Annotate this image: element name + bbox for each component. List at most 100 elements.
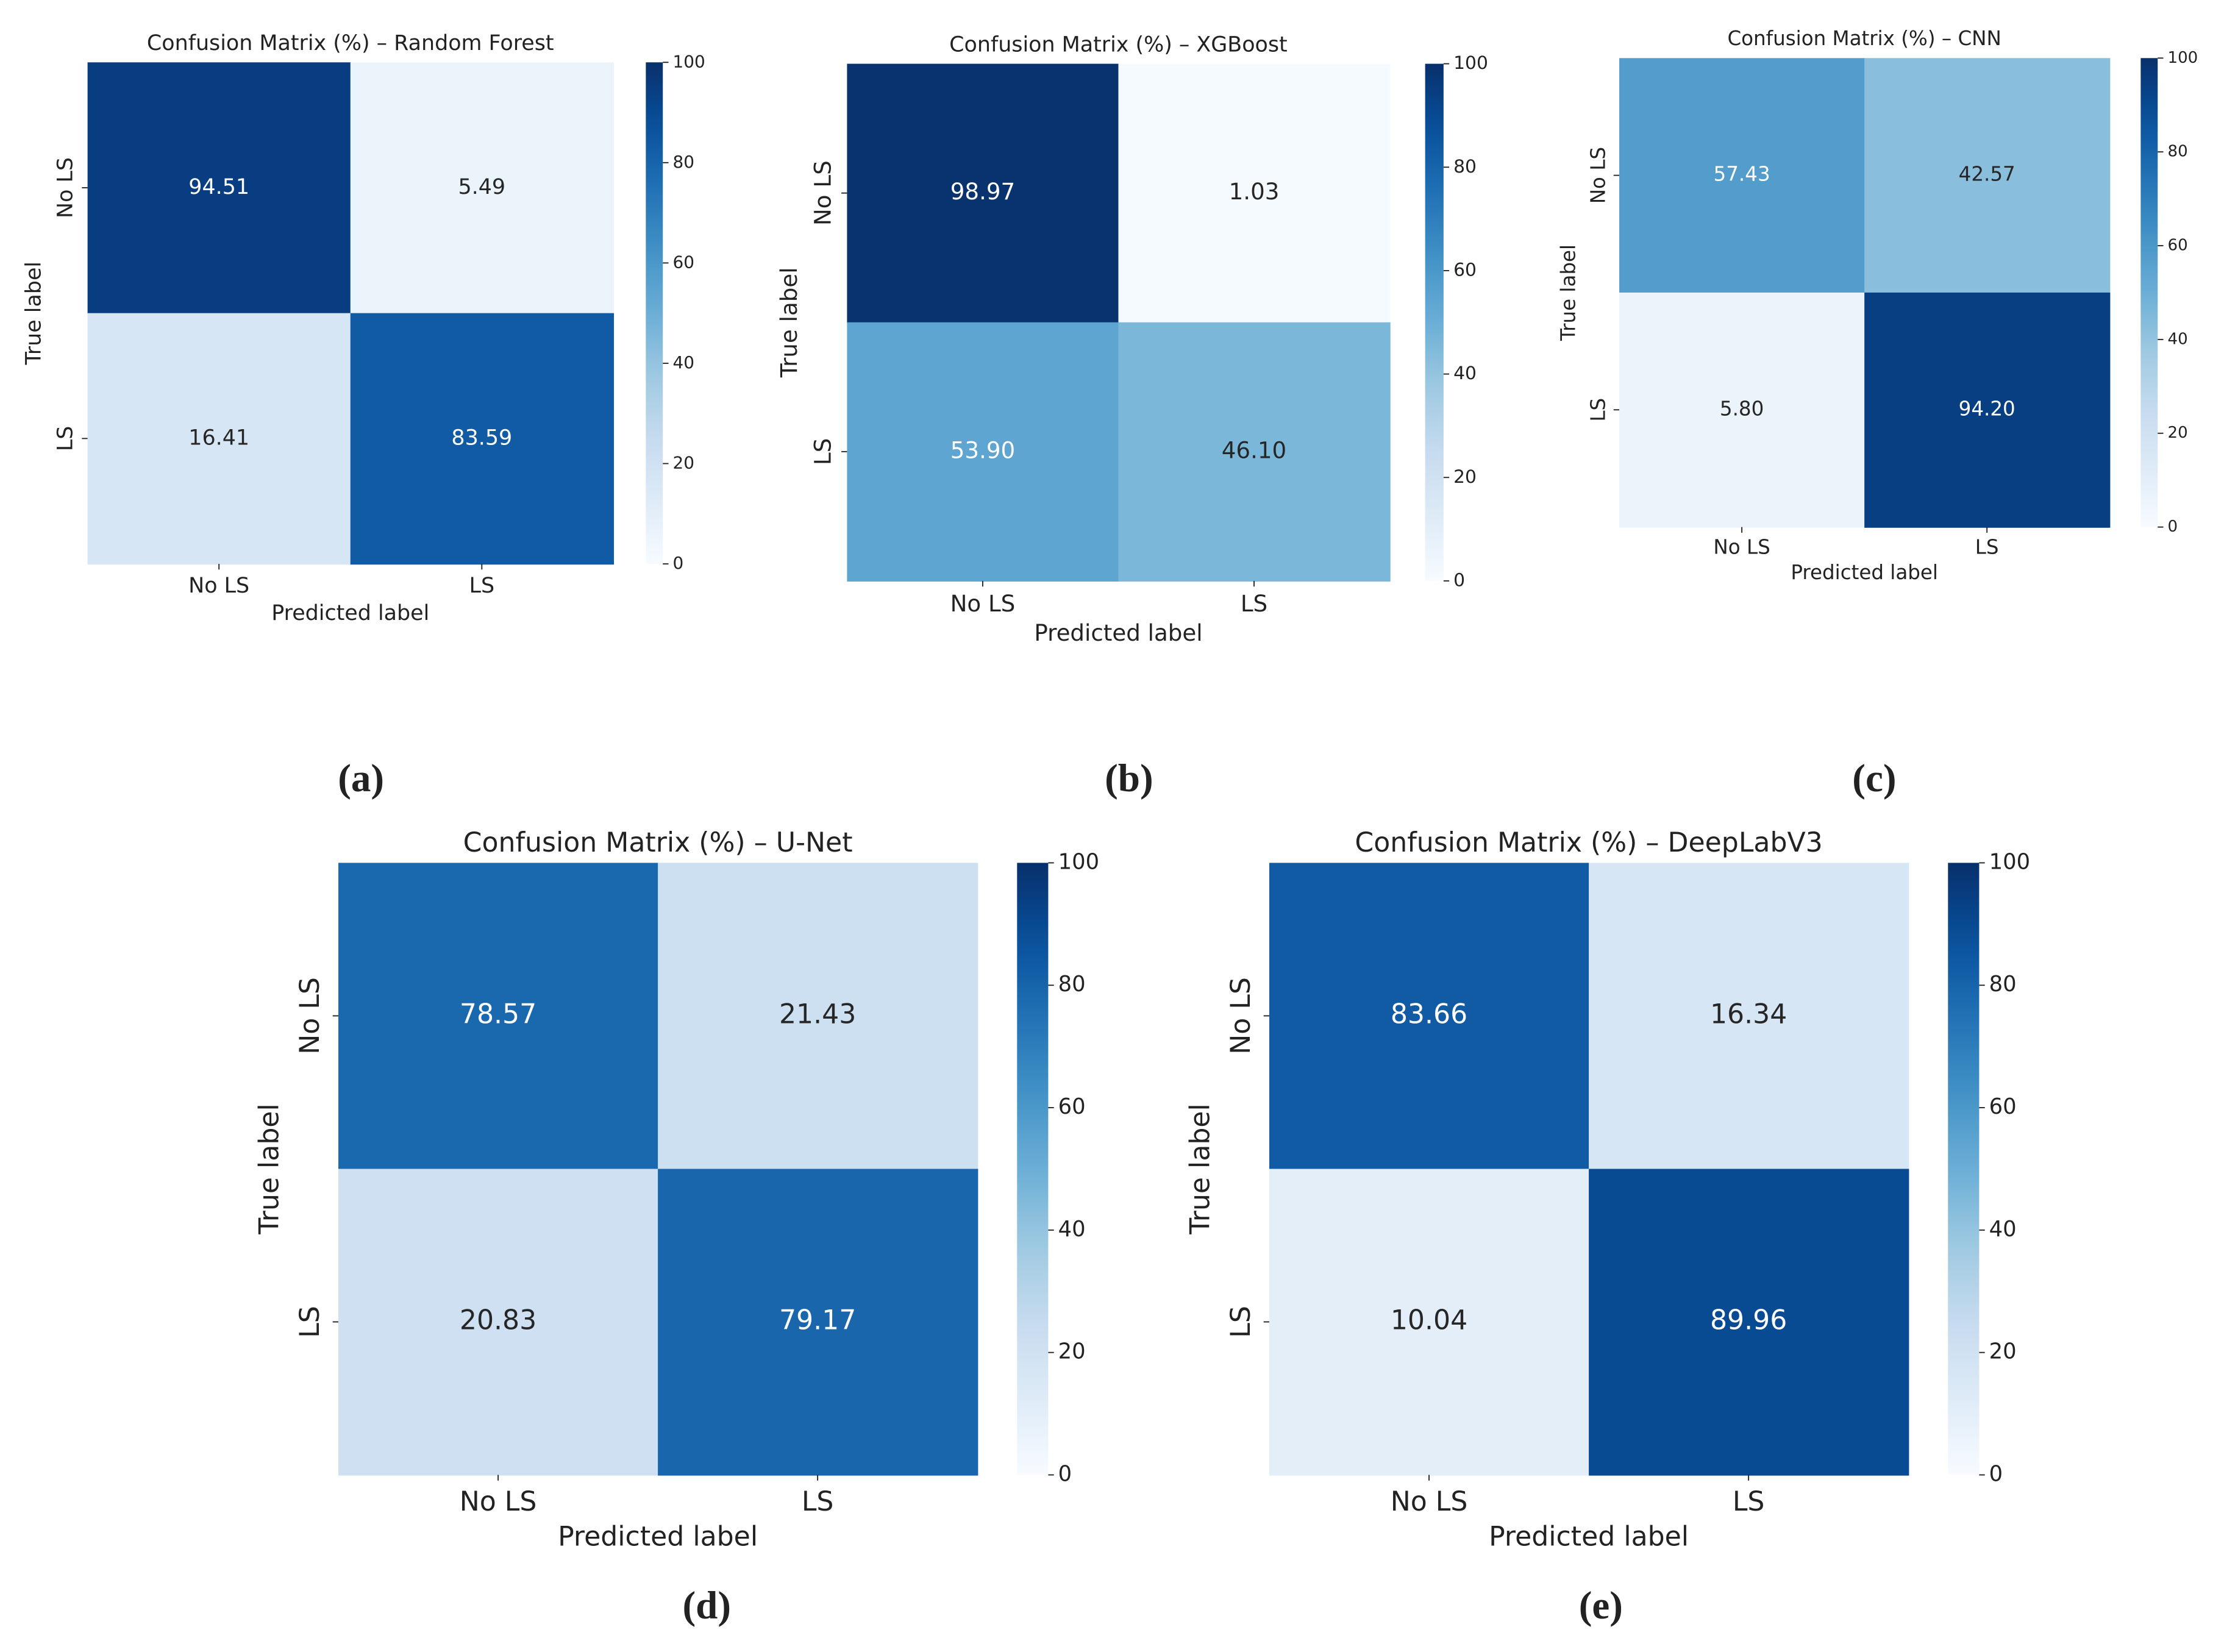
cell-label: 94.20 [1959,397,2016,420]
heatmap-cell [350,62,615,314]
heatmap-cell [350,313,615,565]
colorbar [2140,58,2158,527]
cell-label: 83.66 [1391,999,1467,1030]
panel-label: (a) [338,757,384,800]
y-axis-label: True label [21,262,46,365]
heatmap-cell [87,313,351,565]
heatmap-cell [87,62,351,314]
x-tick-label: LS [1241,590,1267,617]
y-axis-label: True label [775,267,802,378]
heatmap-cell [1619,58,1866,294]
x-tick-label: LS [1975,535,1999,558]
heatmap-cell [847,322,1119,582]
cell-label: 46.10 [1222,436,1286,463]
x-tick-label: LS [469,574,495,598]
panel-label: (d) [683,1584,732,1628]
heatmap-cell [1118,322,1391,582]
cell-label: 1.03 [1229,178,1280,205]
x-tick-label: No LS [460,1486,537,1517]
heatmap-cell [1269,1169,1590,1476]
heatmap-cell [1619,292,1866,528]
chart-title: Confusion Matrix (%) – U-Net [463,827,853,858]
colorbar-tick-label: 60 [1989,1094,2017,1119]
cell-label: 5.49 [458,175,506,199]
colorbar-tick-label: 80 [1058,972,1086,997]
colorbar-tick-label: 80 [673,152,694,172]
cell-label: 21.43 [779,999,856,1030]
colorbar-tick-label: 80 [2168,143,2188,161]
colorbar-tick-label: 100 [1989,849,2030,874]
cell-label: 42.57 [1959,163,2016,186]
colorbar-tick-label: 60 [1453,259,1477,280]
cell-label: 89.96 [1710,1305,1787,1336]
heatmap-cell [338,1169,659,1476]
x-tick-label: No LS [1713,535,1770,558]
colorbar-tick-label: 20 [1453,466,1477,488]
heatmap-cell [1864,292,2111,528]
cell-label: 16.34 [1710,999,1787,1030]
chart-title: Confusion Matrix (%) – Random Forest [147,31,554,55]
heatmap-cell [658,1169,978,1476]
x-axis-label: Predicted label [1489,1521,1689,1552]
chart-title: Confusion Matrix (%) – XGBoost [949,32,1288,57]
cell-label: 20.83 [460,1305,536,1336]
colorbar [1017,863,1049,1475]
cell-label: 98.97 [950,178,1015,205]
heatmap-cell [1118,63,1391,323]
panel-label: (c) [1852,757,1896,800]
colorbar-tick-label: 0 [2168,518,2178,536]
colorbar [1425,63,1444,581]
heatmap-panel: Confusion Matrix (%) – CNN 57.43 42.57 5.80… [1557,27,2198,800]
colorbar-tick-label: 60 [673,252,694,272]
colorbar-tick-label: 20 [1989,1339,2017,1364]
heatmap-panel: Confusion Matrix (%) – DeepLabV3 83.66 16.… [1185,827,2030,1628]
colorbar-tick-label: 0 [1989,1461,2003,1486]
colorbar-tick-label: 0 [673,553,684,573]
colorbar-tick-label: 100 [1453,52,1488,74]
x-axis-label: Predicted label [1791,561,1938,584]
colorbar-tick-label: 80 [1453,156,1477,177]
x-axis-label: Predicted label [1034,619,1202,646]
x-tick-label: LS [802,1486,834,1517]
heatmap-cell [1269,863,1590,1170]
y-tick-label: No LS [1587,147,1610,204]
heatmap-panel: Confusion Matrix (%) – U-Net 78.57 21.43 20… [254,827,1099,1628]
cell-label: 83.59 [451,425,512,450]
y-axis-label: True label [1557,244,1580,341]
y-tick-label: No LS [1225,977,1256,1055]
y-tick-label: LS [1587,398,1610,422]
heatmap-panel: Confusion Matrix (%) – Random Forest 94.5… [21,31,705,800]
x-tick-label: No LS [950,590,1016,617]
x-axis-label: Predicted label [558,1521,758,1552]
heatmap-cell [338,863,659,1170]
colorbar-tick-label: 20 [673,452,694,472]
y-tick-label: LS [54,426,78,452]
colorbar-tick-label: 40 [673,352,694,372]
colorbar-tick-label: 40 [1989,1217,2017,1242]
colorbar-tick-label: 80 [1989,972,2017,997]
y-tick-label: No LS [810,160,836,226]
y-tick-label: No LS [54,157,78,218]
heatmap-panel: Confusion Matrix (%) – XGBoost 98.97 1.03 5… [775,32,1488,800]
colorbar-tick-label: 100 [673,51,705,71]
colorbar-tick-label: 40 [1453,363,1477,384]
colorbar-tick-label: 20 [2168,424,2188,442]
colorbar-tick-label: 100 [2168,49,2198,67]
colorbar-tick-label: 0 [1058,1461,1072,1486]
colorbar [646,62,663,564]
colorbar-tick-label: 100 [1058,849,1099,874]
cell-label: 78.57 [460,999,536,1030]
cell-label: 94.51 [188,175,249,199]
y-tick-label: LS [294,1306,326,1338]
y-axis-label: True label [1185,1103,1216,1235]
colorbar-tick-label: 60 [2168,237,2188,255]
x-axis-label: Predicted label [271,601,429,625]
cell-label: 57.43 [1714,163,1770,186]
cell-label: 5.80 [1720,397,1764,420]
x-tick-label: LS [1733,1486,1765,1517]
panel-label: (b) [1105,757,1153,800]
y-tick-label: LS [810,438,836,465]
heatmap-cell [847,63,1119,323]
